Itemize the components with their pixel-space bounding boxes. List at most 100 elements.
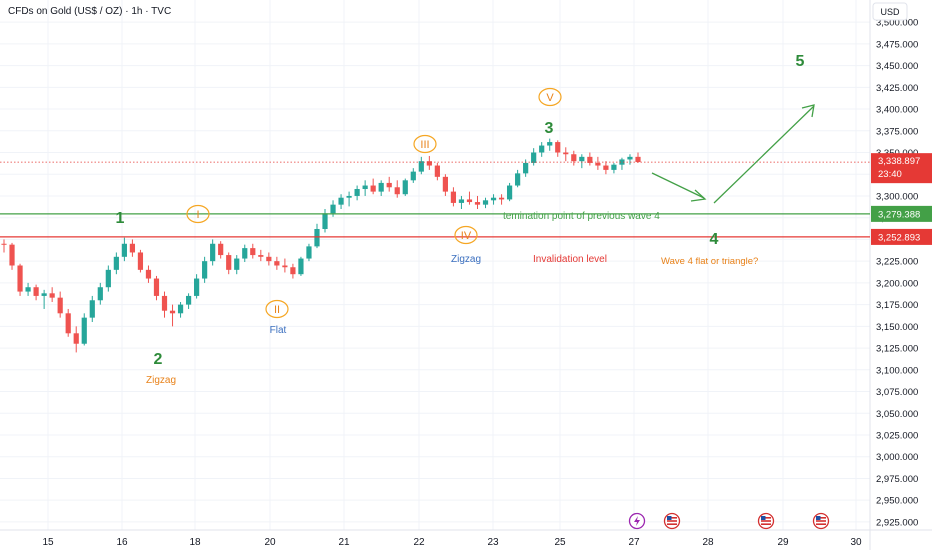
projection-down-arrowhead bbox=[690, 189, 707, 202]
candle-body bbox=[234, 258, 240, 270]
currency-button[interactable]: USD bbox=[880, 7, 900, 17]
candle-body bbox=[169, 310, 176, 314]
candle-body bbox=[466, 199, 473, 203]
flat-II-note: Flat bbox=[270, 325, 287, 336]
subwave-III-label-circle bbox=[413, 134, 437, 154]
candle-body bbox=[185, 295, 192, 305]
candle-body bbox=[226, 255, 232, 270]
subwave-III-label: III bbox=[420, 139, 429, 151]
candle-body bbox=[210, 243, 216, 262]
y-tick-label: 3,500.000 bbox=[876, 18, 918, 29]
candle-body bbox=[338, 197, 344, 205]
wave-5-label: 5 bbox=[796, 53, 805, 70]
subwave-I-label: I bbox=[196, 209, 199, 221]
wave-2-label: 2 bbox=[154, 351, 163, 368]
candle-body bbox=[587, 156, 593, 163]
candle-body bbox=[1, 243, 7, 245]
y-tick-label: 3,050.000 bbox=[876, 409, 918, 420]
candle-body bbox=[603, 165, 609, 170]
candle-body bbox=[611, 164, 617, 170]
candle-body bbox=[33, 287, 39, 296]
termination-note: temination point of previous wave 4 bbox=[503, 211, 660, 222]
candle-body bbox=[25, 287, 31, 292]
candle-body bbox=[129, 243, 136, 253]
gridlines bbox=[0, 0, 870, 530]
candle-body bbox=[161, 295, 168, 311]
green-level-badge bbox=[871, 205, 932, 222]
candle-body bbox=[474, 202, 481, 205]
candle-body bbox=[523, 162, 529, 174]
candle-body bbox=[506, 185, 513, 200]
candle-body bbox=[177, 304, 184, 314]
candle-body bbox=[250, 248, 256, 256]
countdown-text: 23:40 bbox=[878, 169, 902, 180]
red-level-text: 3,252.893 bbox=[878, 232, 920, 243]
candle-body bbox=[579, 156, 585, 162]
currency-button-box[interactable] bbox=[872, 2, 908, 21]
subwave-I-label-circle bbox=[186, 204, 210, 224]
candle-body bbox=[418, 161, 424, 172]
us-flag-canton bbox=[761, 516, 766, 520]
us-flag-stripe bbox=[667, 520, 677, 522]
candle-body bbox=[65, 313, 71, 334]
candle-body bbox=[531, 152, 537, 163]
candle-body bbox=[282, 265, 288, 268]
y-tick-label: 3,025.000 bbox=[876, 430, 918, 441]
subwave-V-label-circle bbox=[538, 87, 562, 107]
x-tick-label: 21 bbox=[338, 537, 350, 548]
candle-body bbox=[73, 333, 79, 344]
y-tick-label: 3,075.000 bbox=[876, 387, 918, 398]
projection-down-line bbox=[651, 172, 705, 199]
candle-body bbox=[218, 243, 224, 256]
candle-body bbox=[370, 185, 376, 192]
candle-body bbox=[386, 182, 392, 188]
subwave-II-label-circle bbox=[265, 299, 289, 319]
candle-body bbox=[9, 244, 15, 266]
x-tick-label: 30 bbox=[850, 537, 862, 548]
candle-body bbox=[426, 161, 432, 166]
x-tick-label: 23 bbox=[487, 537, 499, 548]
candle-body bbox=[153, 278, 160, 296]
us-flag-canton bbox=[667, 516, 672, 520]
subwave-IV-label-circle bbox=[454, 225, 478, 245]
candle-body bbox=[563, 152, 569, 155]
x-tick-label: 22 bbox=[413, 537, 425, 548]
candle-body bbox=[619, 159, 625, 165]
y-tick-label: 2,925.000 bbox=[876, 517, 918, 528]
candle-body bbox=[490, 197, 497, 201]
candle-body bbox=[17, 265, 23, 292]
y-tick-label: 3,300.000 bbox=[876, 191, 918, 202]
candle-body bbox=[113, 256, 119, 270]
y-tick-label: 3,450.000 bbox=[876, 61, 918, 72]
candle-body bbox=[137, 252, 144, 270]
x-tick-label: 27 bbox=[628, 537, 640, 548]
us-flag-canton bbox=[816, 516, 821, 520]
candle-body bbox=[97, 287, 103, 301]
candle-body bbox=[434, 165, 440, 177]
projection-up-arrowhead bbox=[801, 104, 815, 118]
candle-body bbox=[242, 248, 248, 259]
x-tick-label: 29 bbox=[777, 537, 789, 548]
x-tick-label: 18 bbox=[189, 537, 201, 548]
lightning-glyph bbox=[634, 516, 640, 526]
time-axis[interactable]: 15 16 18 20 21 22 23 25 27 28 29 30 bbox=[42, 537, 862, 548]
candle-body bbox=[627, 156, 633, 160]
candle-body bbox=[498, 197, 505, 200]
candle-body bbox=[571, 154, 577, 162]
candle-body bbox=[89, 300, 95, 318]
event-icons[interactable] bbox=[628, 512, 830, 530]
candle-body bbox=[330, 204, 336, 214]
candle-body bbox=[515, 173, 521, 186]
zigzag-IV-note: Zigzag bbox=[451, 254, 481, 265]
y-tick-label: 3,200.000 bbox=[876, 278, 918, 289]
candle-body bbox=[402, 180, 408, 195]
candle-body bbox=[539, 145, 545, 153]
candle-body bbox=[394, 187, 400, 195]
candle-body bbox=[258, 255, 264, 257]
candle-body bbox=[49, 293, 55, 298]
current-price-badge bbox=[871, 153, 932, 184]
subwave-IV-label: IV bbox=[461, 230, 472, 242]
